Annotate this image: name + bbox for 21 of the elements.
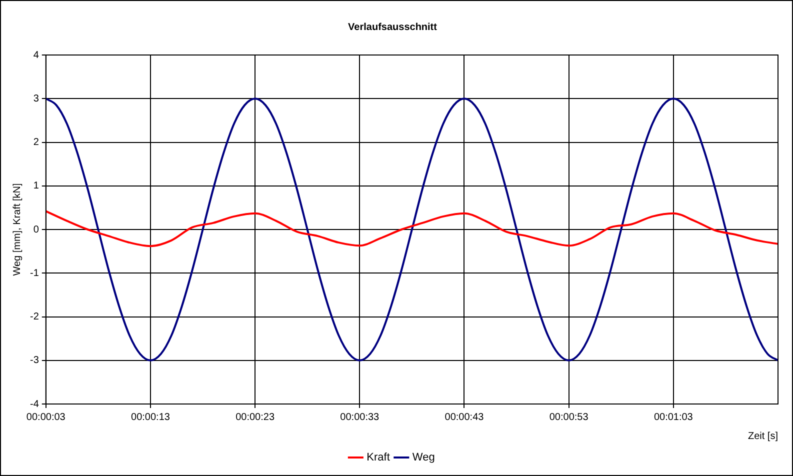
x-tick-label: 00:00:43 xyxy=(444,412,484,423)
y-axis-title: Weg [mm], Kraft [kN] xyxy=(12,182,23,276)
y-tick-label: -2 xyxy=(30,312,40,322)
y-tick-label: 0 xyxy=(33,224,40,236)
x-tick-label: 00:00:03 xyxy=(26,412,66,423)
x-tick-label: 00:00:33 xyxy=(340,412,380,423)
chart-title: Verlaufsausschnitt xyxy=(348,22,438,33)
y-tick-label: -3 xyxy=(30,355,40,366)
legend-label: Weg xyxy=(412,452,435,464)
y-tick-label: 4 xyxy=(33,50,40,61)
x-axis-title: Zeit [s] xyxy=(748,430,778,442)
x-tick-label: 00:00:13 xyxy=(131,412,170,423)
x-tick-label: 00:01:03 xyxy=(654,412,694,423)
y-tick-label: 1 xyxy=(33,180,40,192)
y-tick-label: 2 xyxy=(33,137,40,148)
y-tick-label: -4 xyxy=(30,398,40,410)
y-tick-label: -1 xyxy=(30,268,40,279)
y-tick-label: 3 xyxy=(33,93,40,104)
x-tick-label: 00:00:53 xyxy=(549,412,589,423)
legend-label: Kraft xyxy=(366,452,390,464)
x-tick-label: 00:00:23 xyxy=(236,412,275,423)
